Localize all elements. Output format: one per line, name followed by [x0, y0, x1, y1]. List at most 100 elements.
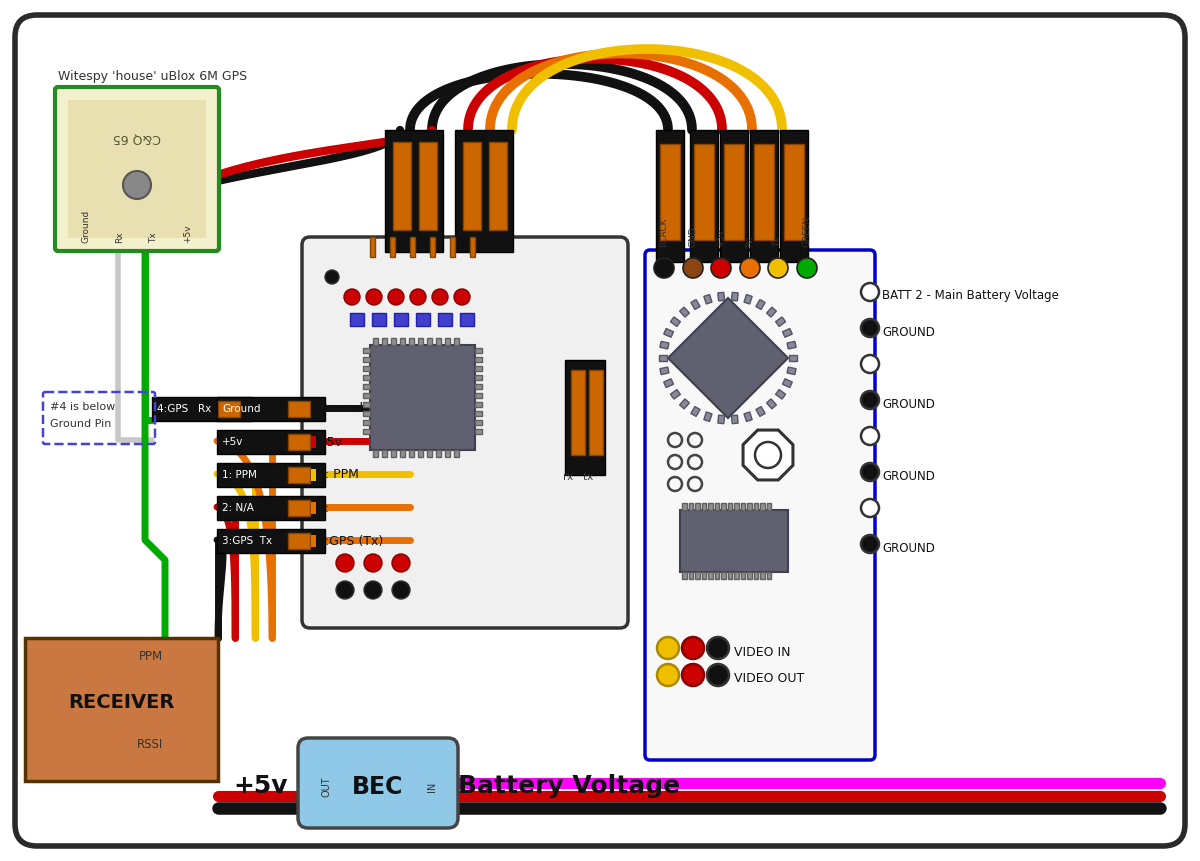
Bar: [394, 313, 408, 326]
Bar: [288, 500, 310, 516]
Bar: [727, 503, 732, 510]
Circle shape: [755, 442, 781, 468]
Circle shape: [336, 554, 354, 572]
Circle shape: [768, 258, 788, 278]
Circle shape: [658, 664, 679, 686]
Bar: [364, 402, 370, 407]
Bar: [734, 572, 738, 579]
FancyBboxPatch shape: [302, 237, 628, 628]
Bar: [438, 313, 452, 326]
Bar: [760, 572, 764, 579]
Bar: [689, 572, 694, 579]
Bar: [754, 572, 758, 579]
Bar: [708, 572, 713, 579]
Bar: [767, 399, 776, 409]
Text: BATT 2 - Main Battery Voltage: BATT 2 - Main Battery Voltage: [882, 289, 1058, 302]
Bar: [571, 370, 586, 455]
Bar: [152, 397, 252, 421]
Text: Tx: Tx: [150, 232, 158, 243]
Circle shape: [707, 664, 730, 686]
Bar: [311, 469, 316, 481]
Text: GREEN: GREEN: [803, 216, 811, 247]
Bar: [731, 292, 738, 300]
Bar: [775, 317, 786, 326]
Text: Tx: Tx: [774, 236, 782, 247]
Bar: [740, 572, 745, 579]
Circle shape: [410, 289, 426, 305]
Text: +5v: +5v: [317, 436, 343, 449]
Circle shape: [682, 664, 704, 686]
Bar: [410, 237, 415, 257]
Text: rx   tx: rx tx: [563, 472, 593, 482]
Bar: [664, 379, 673, 387]
Circle shape: [325, 270, 340, 284]
Bar: [475, 366, 482, 371]
Circle shape: [392, 554, 410, 572]
Circle shape: [862, 535, 878, 553]
Bar: [418, 450, 424, 457]
Bar: [682, 503, 686, 510]
Text: Ground: Ground: [82, 210, 90, 243]
Bar: [660, 367, 668, 375]
Bar: [475, 411, 482, 416]
Text: +5v: +5v: [184, 225, 192, 243]
Bar: [445, 450, 450, 457]
Circle shape: [862, 355, 878, 373]
Circle shape: [366, 289, 382, 305]
Bar: [416, 313, 430, 326]
Bar: [370, 345, 475, 450]
Bar: [400, 338, 406, 345]
Circle shape: [797, 258, 817, 278]
Bar: [767, 503, 772, 510]
Bar: [720, 130, 748, 262]
Bar: [455, 130, 514, 252]
Bar: [565, 360, 605, 475]
Bar: [708, 503, 713, 510]
Bar: [490, 142, 508, 230]
Text: RECEIVER: RECEIVER: [68, 693, 175, 713]
Bar: [740, 503, 745, 510]
Text: GROUND: GROUND: [882, 398, 935, 411]
Bar: [744, 412, 752, 421]
Text: PPM: PPM: [138, 650, 162, 663]
Bar: [787, 342, 796, 349]
Bar: [409, 450, 414, 457]
Bar: [679, 307, 690, 317]
Circle shape: [432, 289, 448, 305]
Bar: [718, 415, 725, 424]
FancyBboxPatch shape: [55, 87, 220, 251]
Bar: [217, 397, 325, 421]
Bar: [660, 144, 680, 240]
Bar: [714, 572, 719, 579]
Text: GROUND: GROUND: [882, 469, 935, 482]
Circle shape: [364, 554, 382, 572]
Text: RSSI: RSSI: [137, 738, 163, 751]
Bar: [656, 130, 684, 262]
Bar: [790, 355, 797, 361]
Bar: [680, 510, 788, 572]
Bar: [288, 533, 310, 549]
Bar: [364, 411, 370, 416]
Bar: [364, 366, 370, 371]
Bar: [217, 430, 325, 454]
Bar: [382, 338, 386, 345]
Circle shape: [654, 258, 674, 278]
Bar: [25, 638, 218, 781]
Bar: [660, 342, 668, 349]
Bar: [589, 370, 604, 455]
Text: BLACK: BLACK: [660, 218, 668, 247]
Bar: [364, 420, 370, 425]
Bar: [436, 338, 442, 345]
Bar: [782, 379, 792, 387]
Bar: [475, 429, 482, 434]
Bar: [724, 144, 744, 240]
Bar: [691, 406, 700, 417]
Circle shape: [454, 289, 470, 305]
Circle shape: [862, 283, 878, 301]
Bar: [288, 467, 310, 483]
Bar: [756, 300, 766, 309]
Bar: [436, 450, 442, 457]
Bar: [775, 389, 786, 400]
Bar: [767, 572, 772, 579]
Bar: [691, 300, 700, 309]
